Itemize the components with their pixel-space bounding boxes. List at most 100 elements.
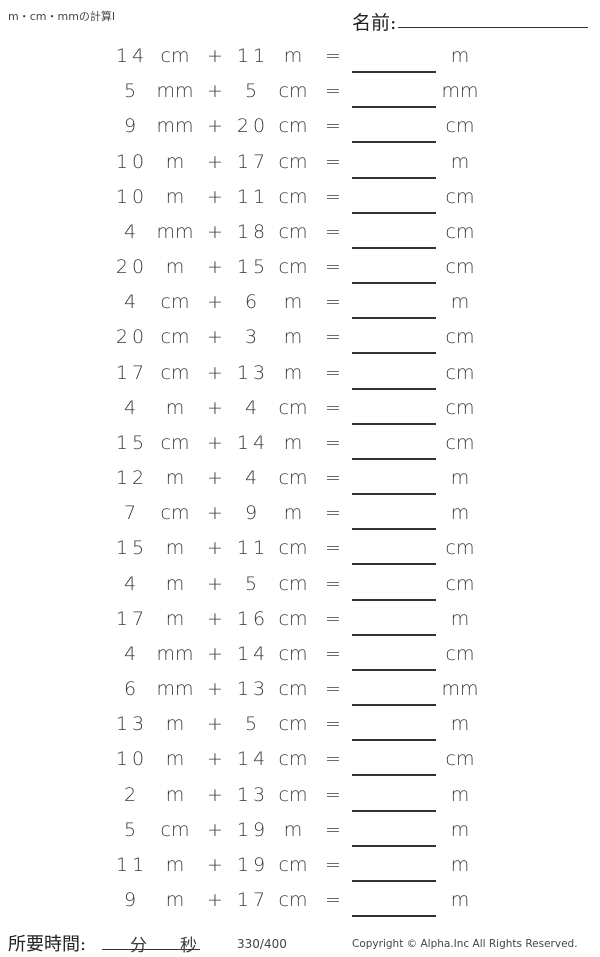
equals-sign: = [325,818,341,841]
answer-field[interactable] [352,915,436,918]
answer-field[interactable] [352,352,436,355]
answer-field[interactable] [352,211,436,214]
second-unit: m [283,361,303,384]
first-number: 12 [115,467,149,490]
second-number: 5 [244,80,262,103]
answer-field[interactable] [352,739,436,742]
result-unit: m [450,45,470,67]
plus-sign: + [207,748,223,771]
time-field[interactable] [102,949,200,950]
answer-field[interactable] [352,528,436,531]
second-unit: cm [278,396,308,419]
answer-field[interactable] [352,633,436,636]
answer-field[interactable] [352,668,436,671]
second-unit: cm [278,115,308,138]
plus-sign: + [207,572,223,595]
problem-row: 20 cm +3 m = cm [0,326,600,355]
first-number: 13 [115,713,149,736]
second-number: 11 [236,185,270,208]
first-unit: mm [156,220,194,243]
plus-sign: + [207,467,223,490]
second-number: 11 [236,45,270,67]
first-number: 5 [123,80,141,103]
equals-sign: = [325,642,341,665]
answer-field[interactable] [352,71,436,73]
equals-sign: = [325,80,341,103]
problem-row: 15 m +11 cm = cm [0,537,600,566]
first-number: 2 [123,783,141,806]
problem-row: 4 mm +14 cm = cm [0,642,600,671]
answer-field[interactable] [352,246,436,249]
result-unit: mm [441,678,479,701]
first-unit: mm [156,642,194,665]
first-number: 10 [115,748,149,771]
first-unit: cm [160,502,190,525]
answer-field[interactable] [352,282,436,285]
equals-sign: = [325,291,341,314]
first-number: 4 [123,220,141,243]
name-field[interactable] [398,27,588,28]
plus-sign: + [207,45,223,67]
plus-sign: + [207,361,223,384]
answer-field[interactable] [352,879,436,882]
first-unit: m [165,713,185,736]
first-number: 15 [115,537,149,560]
answer-field[interactable] [352,563,436,566]
second-number: 5 [244,713,262,736]
result-unit: cm [445,326,475,349]
plus-sign: + [207,713,223,736]
plus-sign: + [207,889,223,912]
problem-row: 7 cm +9 m = m [0,502,600,531]
plus-sign: + [207,642,223,665]
second-number: 17 [236,150,270,173]
problem-row: 10 m +11 cm = cm [0,185,600,214]
answer-field[interactable] [352,704,436,707]
second-number: 9 [244,502,262,525]
second-unit: cm [278,256,308,279]
first-unit: m [165,889,185,912]
answer-field[interactable] [352,598,436,601]
seconds-label: 秒 [180,936,197,956]
problem-row: 4 mm +18 cm = cm [0,220,600,249]
first-unit: cm [160,45,190,67]
result-unit: m [450,150,470,173]
first-unit: m [165,607,185,630]
second-number: 13 [236,678,270,701]
plus-sign: + [207,537,223,560]
time-label: 所要時間: [8,934,87,955]
plus-sign: + [207,115,223,138]
second-unit: cm [278,783,308,806]
first-unit: m [165,853,185,876]
answer-field[interactable] [352,317,436,320]
second-unit: cm [278,80,308,103]
answer-field[interactable] [352,106,436,109]
problem-row: 10 m +17 cm = m [0,150,600,179]
answer-field[interactable] [352,844,436,847]
result-unit: m [450,291,470,314]
result-unit: cm [445,185,475,208]
equals-sign: = [325,115,341,138]
answer-field[interactable] [352,387,436,390]
second-unit: m [283,326,303,349]
equals-sign: = [325,853,341,876]
answer-field[interactable] [352,457,436,460]
second-number: 4 [244,396,262,419]
answer-field[interactable] [352,141,436,144]
answer-field[interactable] [352,774,436,777]
answer-field[interactable] [352,176,436,179]
first-unit: cm [160,326,190,349]
result-unit: cm [445,115,475,138]
second-number: 20 [236,115,270,138]
answer-field[interactable] [352,493,436,496]
equals-sign: = [325,220,341,243]
answer-field[interactable] [352,809,436,812]
first-number: 9 [123,889,141,912]
answer-field[interactable] [352,422,436,425]
first-unit: m [165,467,185,490]
second-number: 14 [236,748,270,771]
second-unit: cm [278,537,308,560]
first-unit: m [165,783,185,806]
plus-sign: + [207,150,223,173]
equals-sign: = [325,467,341,490]
first-unit: m [165,537,185,560]
